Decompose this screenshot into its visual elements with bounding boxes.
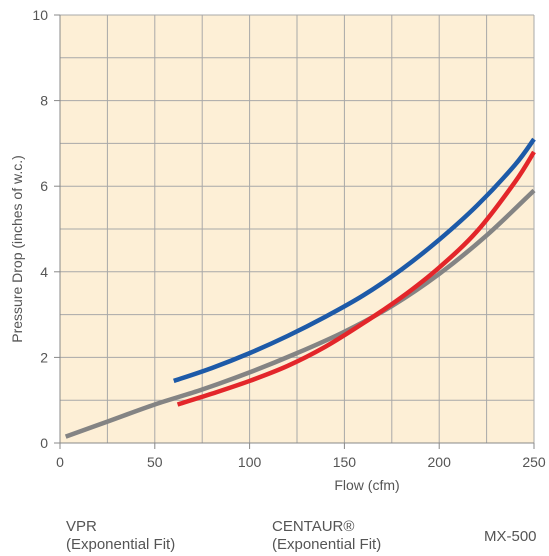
- y-axis-label: Pressure Drop (inches of w.c.): [9, 155, 25, 343]
- grid-lines: [59, 14, 535, 444]
- y-tick-label: 2: [40, 349, 48, 365]
- series-line-centaur: [176, 150, 536, 407]
- legend-label: MX-500: [484, 528, 537, 545]
- legend-item-mx-500: MX-500: [484, 528, 537, 546]
- axes: [59, 15, 534, 444]
- legend-item-centaur: CENTAUR® (Exponential Fit): [272, 518, 381, 554]
- legend-item-vpr: VPR (Exponential Fit): [66, 518, 175, 554]
- x-tick-label: 100: [238, 454, 262, 470]
- x-axis-label: Flow (cfm): [334, 477, 399, 493]
- legend-label: VPR: [66, 518, 97, 535]
- legend-label: CENTAUR®: [272, 518, 355, 535]
- tick-labels: 0 50 100 150 200 250 0 2 4 6 8 10: [32, 7, 545, 470]
- y-tick-label: 0: [40, 435, 48, 451]
- x-tick-label: 200: [428, 454, 452, 470]
- y-tick-label: 10: [32, 7, 48, 23]
- x-tick-label: 150: [333, 454, 357, 470]
- series-lines: [64, 137, 536, 439]
- y-tick-label: 8: [40, 93, 48, 109]
- x-tick-label: 0: [56, 454, 64, 470]
- y-tick-label: 4: [40, 264, 48, 280]
- legend-sublabel: (Exponential Fit): [272, 536, 382, 553]
- legend-sublabel: (Exponential Fit): [66, 536, 176, 553]
- x-tick-label: 50: [147, 454, 163, 470]
- series-line-vpr: [173, 137, 536, 384]
- x-tick-label: 250: [522, 454, 546, 470]
- series-line-mx-500: [64, 188, 536, 439]
- y-tick-label: 6: [40, 178, 48, 194]
